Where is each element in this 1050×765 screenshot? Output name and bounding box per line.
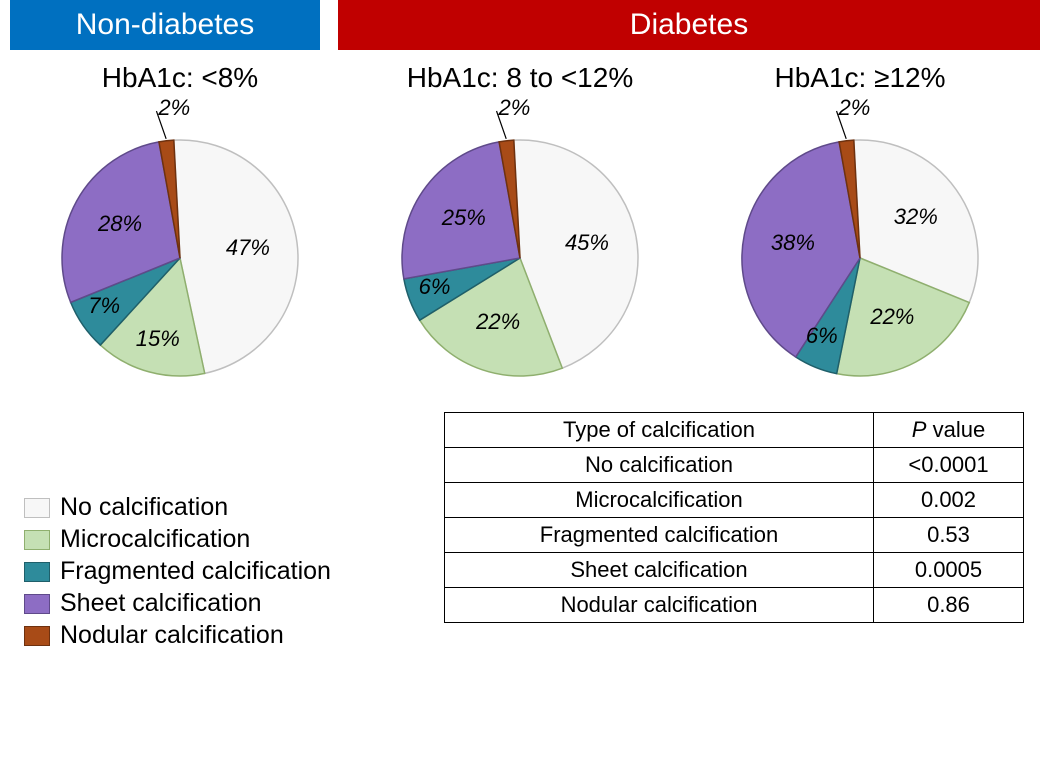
- pie-slice-label: 22%: [870, 304, 914, 330]
- table-cell-pvalue: 0.0005: [874, 553, 1024, 588]
- pie-chart-2: 32% 22% 6% 38% 2%: [690, 98, 1030, 398]
- pie-slice-label: 38%: [771, 230, 815, 256]
- pie-chart-1: 45% 22% 6% 25% 2%: [350, 98, 690, 398]
- legend-label: No calcification: [60, 493, 228, 522]
- legend-swatch: [24, 530, 50, 550]
- table-cell-type: No calcification: [445, 448, 874, 483]
- subtitle-row: HbA1c: <8% HbA1c: 8 to <12% HbA1c: ≥12%: [0, 50, 1050, 98]
- table-row: Microcalcification0.002: [445, 483, 1024, 518]
- subtitle-1: HbA1c: 8 to <12%: [350, 62, 690, 94]
- legend-swatch: [24, 594, 50, 614]
- table-header-cell: Type of calcification: [445, 413, 874, 448]
- subtitle-0: HbA1c: <8%: [10, 62, 350, 94]
- legend-item: No calcification: [24, 493, 420, 522]
- table-row: Fragmented calcification0.53: [445, 518, 1024, 553]
- table-row: No calcification<0.0001: [445, 448, 1024, 483]
- table-header-cell: P value: [874, 413, 1024, 448]
- pvalue-table: Type of calcificationP valueNo calcifica…: [444, 412, 1024, 623]
- legend-label: Sheet calcification: [60, 589, 262, 618]
- pie-slice-label: 6%: [806, 323, 838, 349]
- legend-item: Sheet calcification: [24, 589, 420, 618]
- pie-slice-label: 2%: [499, 95, 531, 121]
- legend-item: Microcalcification: [24, 525, 420, 554]
- pie-slice-label: 6%: [419, 274, 451, 300]
- legend-swatch: [24, 626, 50, 646]
- pie-slice-label: 25%: [442, 205, 486, 231]
- pie-slice-label: 2%: [839, 95, 871, 121]
- pie-slice-label: 47%: [226, 235, 270, 261]
- table-header-row: Type of calcificationP value: [445, 413, 1024, 448]
- legend-swatch: [24, 498, 50, 518]
- legend-label: Fragmented calcification: [60, 557, 331, 586]
- table-cell-pvalue: <0.0001: [874, 448, 1024, 483]
- pie-svg: [350, 98, 690, 398]
- table-cell-pvalue: 0.002: [874, 483, 1024, 518]
- legend-item: Nodular calcification: [24, 621, 420, 650]
- pie-slice-label: 32%: [894, 204, 938, 230]
- pie-svg: [10, 98, 350, 398]
- pie-slice-label: 45%: [565, 230, 609, 256]
- pie-slice-label: 7%: [88, 293, 120, 319]
- table-cell-pvalue: 0.86: [874, 588, 1024, 623]
- legend-item: Fragmented calcification: [24, 557, 420, 586]
- table-cell-type: Microcalcification: [445, 483, 874, 518]
- legend-label: Microcalcification: [60, 525, 250, 554]
- pie-slice-label: 22%: [476, 309, 520, 335]
- header-row: Non-diabetes Diabetes: [0, 0, 1050, 50]
- pie-slice-label: 2%: [158, 95, 190, 121]
- table-cell-type: Fragmented calcification: [445, 518, 874, 553]
- table-cell-type: Sheet calcification: [445, 553, 874, 588]
- charts-row: 47% 15% 7% 28% 2% 45% 22% 6% 25% 2% 32% 22% 6% 38% 2…: [0, 98, 1050, 398]
- pie-slice-label: 28%: [98, 211, 142, 237]
- table-cell-pvalue: 0.53: [874, 518, 1024, 553]
- table-row: Nodular calcification0.86: [445, 588, 1024, 623]
- pie-chart-0: 47% 15% 7% 28% 2%: [10, 98, 350, 398]
- header-non-diabetes: Non-diabetes: [10, 0, 320, 50]
- legend-swatch: [24, 562, 50, 582]
- subtitle-2: HbA1c: ≥12%: [690, 62, 1030, 94]
- pie-slice-label: 15%: [136, 326, 180, 352]
- header-diabetes: Diabetes: [338, 0, 1040, 50]
- table-cell-type: Nodular calcification: [445, 588, 874, 623]
- table-row: Sheet calcification0.0005: [445, 553, 1024, 588]
- pie-svg: [690, 98, 1030, 398]
- legend: No calcification Microcalcification Fragme…: [10, 412, 420, 653]
- legend-label: Nodular calcification: [60, 621, 284, 650]
- bottom-row: No calcificationMicrocalcificationFragme…: [0, 398, 1050, 653]
